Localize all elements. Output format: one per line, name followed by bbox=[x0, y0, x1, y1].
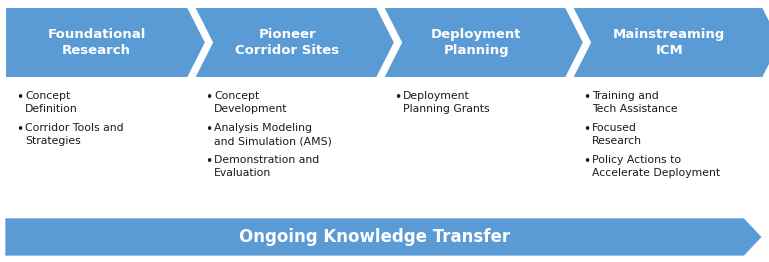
Text: Analysis Modeling: Analysis Modeling bbox=[214, 123, 312, 133]
Text: Definition: Definition bbox=[25, 105, 78, 114]
Text: Foundational
Research: Foundational Research bbox=[48, 28, 145, 57]
Text: Training and: Training and bbox=[592, 91, 659, 101]
Text: •: • bbox=[205, 91, 212, 104]
Text: Deployment
Planning: Deployment Planning bbox=[431, 28, 521, 57]
Text: Pioneer
Corridor Sites: Pioneer Corridor Sites bbox=[235, 28, 339, 57]
Text: Concept: Concept bbox=[25, 91, 70, 101]
Text: Research: Research bbox=[592, 137, 642, 146]
Text: Policy Actions to: Policy Actions to bbox=[592, 155, 681, 165]
Text: •: • bbox=[205, 155, 212, 168]
Text: Tech Assistance: Tech Assistance bbox=[592, 105, 677, 114]
Text: •: • bbox=[583, 155, 591, 168]
Text: Development: Development bbox=[214, 105, 288, 114]
Text: and Simulation (AMS): and Simulation (AMS) bbox=[214, 137, 332, 146]
Text: •: • bbox=[205, 123, 212, 136]
Text: Demonstration and: Demonstration and bbox=[214, 155, 319, 165]
Polygon shape bbox=[383, 7, 584, 78]
Text: Planning Grants: Planning Grants bbox=[403, 105, 490, 114]
Text: Deployment: Deployment bbox=[403, 91, 470, 101]
Polygon shape bbox=[194, 7, 395, 78]
Text: Corridor Tools and: Corridor Tools and bbox=[25, 123, 124, 133]
Text: Concept: Concept bbox=[214, 91, 259, 101]
Text: Focused: Focused bbox=[592, 123, 637, 133]
Polygon shape bbox=[5, 218, 762, 256]
Text: Ongoing Knowledge Transfer: Ongoing Knowledge Transfer bbox=[239, 228, 510, 246]
Text: Mainstreaming
ICM: Mainstreaming ICM bbox=[613, 28, 725, 57]
Text: Strategies: Strategies bbox=[25, 137, 81, 146]
Polygon shape bbox=[5, 7, 206, 78]
Text: Accelerate Deployment: Accelerate Deployment bbox=[592, 168, 720, 178]
Text: •: • bbox=[16, 91, 23, 104]
Polygon shape bbox=[572, 7, 769, 78]
Text: •: • bbox=[16, 123, 23, 136]
Text: Evaluation: Evaluation bbox=[214, 168, 271, 178]
Text: •: • bbox=[583, 123, 591, 136]
Text: •: • bbox=[394, 91, 401, 104]
Text: •: • bbox=[583, 91, 591, 104]
